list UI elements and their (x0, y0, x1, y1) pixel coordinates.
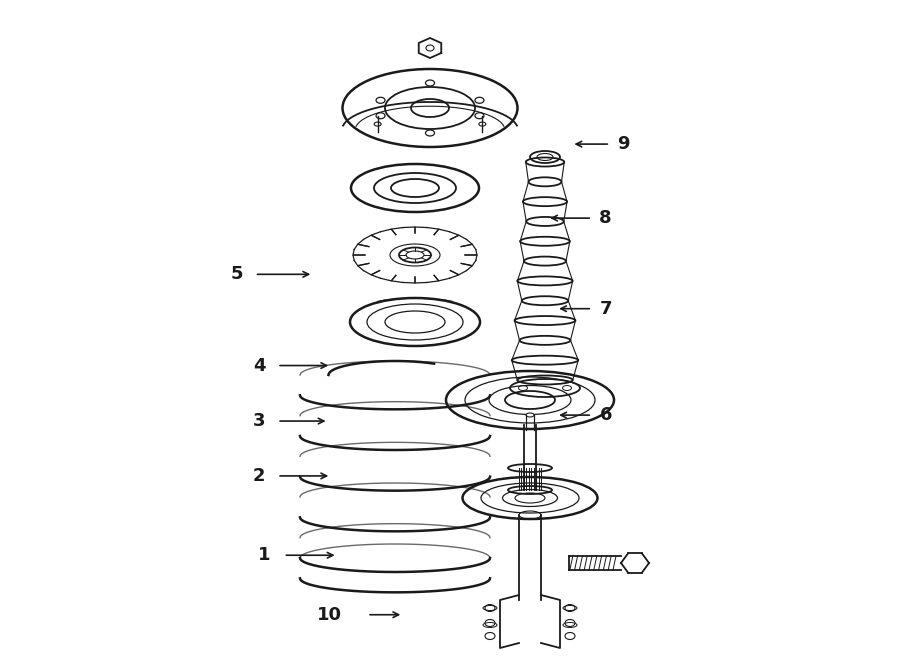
Text: 10: 10 (317, 605, 342, 624)
Text: 2: 2 (253, 467, 266, 485)
Text: 6: 6 (599, 406, 612, 424)
Text: 9: 9 (617, 135, 630, 153)
Text: 5: 5 (230, 265, 243, 284)
Text: 4: 4 (253, 356, 266, 375)
Text: 3: 3 (253, 412, 266, 430)
Text: 1: 1 (257, 546, 270, 564)
Ellipse shape (526, 413, 534, 417)
Text: 8: 8 (599, 209, 612, 227)
Text: 7: 7 (599, 299, 612, 318)
